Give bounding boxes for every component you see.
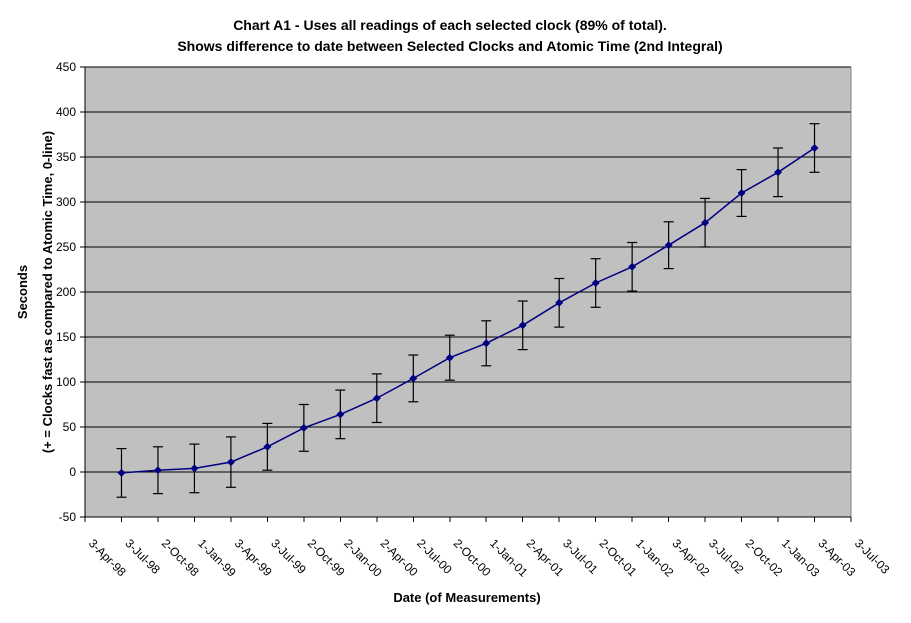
series-line bbox=[121, 147, 815, 474]
x-tick-label: 2-Apr-01 bbox=[524, 536, 567, 579]
data-point-marker bbox=[299, 423, 308, 432]
x-tick-label: 2-Oct-99 bbox=[305, 536, 348, 579]
x-tick-label: 2-Oct-00 bbox=[451, 536, 494, 579]
y-tick-label: 450 bbox=[56, 60, 76, 74]
y-axis-title-line-1: Seconds bbox=[15, 265, 30, 319]
data-point-marker bbox=[117, 468, 126, 477]
y-tick-label: 350 bbox=[56, 150, 76, 164]
data-point-marker bbox=[810, 144, 819, 152]
data-point-marker bbox=[226, 458, 235, 467]
x-tick-label: 2-Jan-00 bbox=[341, 536, 385, 580]
data-point-marker bbox=[409, 374, 418, 383]
x-tick-label: 2-Oct-98 bbox=[159, 536, 202, 579]
plot-area: -500501001502002503003504004503-Apr-983-… bbox=[56, 60, 893, 580]
data-point-marker bbox=[336, 410, 345, 419]
x-tick-label: 2-Oct-02 bbox=[742, 536, 785, 579]
x-tick-label: 2-Oct-01 bbox=[597, 536, 640, 579]
x-tick-label: 1-Jan-01 bbox=[487, 536, 531, 580]
data-point-marker bbox=[774, 168, 783, 177]
y-tick-label: 0 bbox=[69, 465, 76, 479]
y-tick-label: 100 bbox=[56, 375, 76, 389]
data-point-marker bbox=[372, 394, 381, 403]
x-tick-label: 3-Jul-98 bbox=[122, 536, 163, 577]
x-tick-label: 3-Apr-98 bbox=[86, 536, 129, 579]
data-point-marker bbox=[664, 241, 673, 250]
data-point-marker bbox=[190, 464, 199, 473]
y-tick-label: 400 bbox=[56, 105, 76, 119]
y-tick-label: 300 bbox=[56, 195, 76, 209]
data-point-marker bbox=[591, 279, 600, 287]
x-tick-label: 1-Jan-03 bbox=[779, 536, 823, 580]
data-point-marker bbox=[628, 262, 637, 271]
chart-title-line-2: Shows difference to date between Selecte… bbox=[177, 38, 722, 54]
data-point-marker bbox=[701, 218, 710, 227]
x-axis-title: Date (of Measurements) bbox=[393, 590, 540, 605]
y-tick-label: 250 bbox=[56, 240, 76, 254]
y-tick-label: 200 bbox=[56, 285, 76, 299]
y-tick-label: 50 bbox=[63, 420, 77, 434]
x-tick-label: 1-Jan-02 bbox=[633, 536, 677, 580]
x-tick-label: 3-Jul-03 bbox=[852, 536, 893, 577]
x-tick-label: 3-Jul-02 bbox=[706, 536, 747, 577]
y-tick-label: -50 bbox=[59, 510, 77, 524]
x-tick-label: 3-Jul-99 bbox=[268, 536, 309, 577]
data-point-marker bbox=[555, 298, 564, 307]
data-point-marker bbox=[518, 321, 527, 330]
data-point-marker bbox=[737, 189, 746, 197]
x-tick-label: 3-Apr-99 bbox=[232, 536, 275, 579]
y-axis-title-line-2: (+ = Clocks fast as compared to Atomic T… bbox=[40, 131, 55, 453]
data-point-marker bbox=[482, 339, 491, 348]
x-tick-label: 3-Apr-02 bbox=[669, 536, 712, 579]
x-tick-label: 2-Apr-00 bbox=[378, 536, 421, 579]
data-point-marker bbox=[263, 442, 272, 451]
data-point-marker bbox=[153, 466, 162, 475]
data-point-marker bbox=[445, 353, 454, 362]
y-tick-label: 150 bbox=[56, 330, 76, 344]
x-tick-label: 2-Jul-00 bbox=[414, 536, 455, 577]
x-tick-label: 3-Apr-03 bbox=[815, 536, 858, 579]
chart-title-line-1: Chart A1 - Uses all readings of each sel… bbox=[233, 17, 667, 33]
x-tick-label: 3-Jul-01 bbox=[560, 536, 601, 577]
x-tick-label: 1-Jan-99 bbox=[195, 536, 239, 580]
